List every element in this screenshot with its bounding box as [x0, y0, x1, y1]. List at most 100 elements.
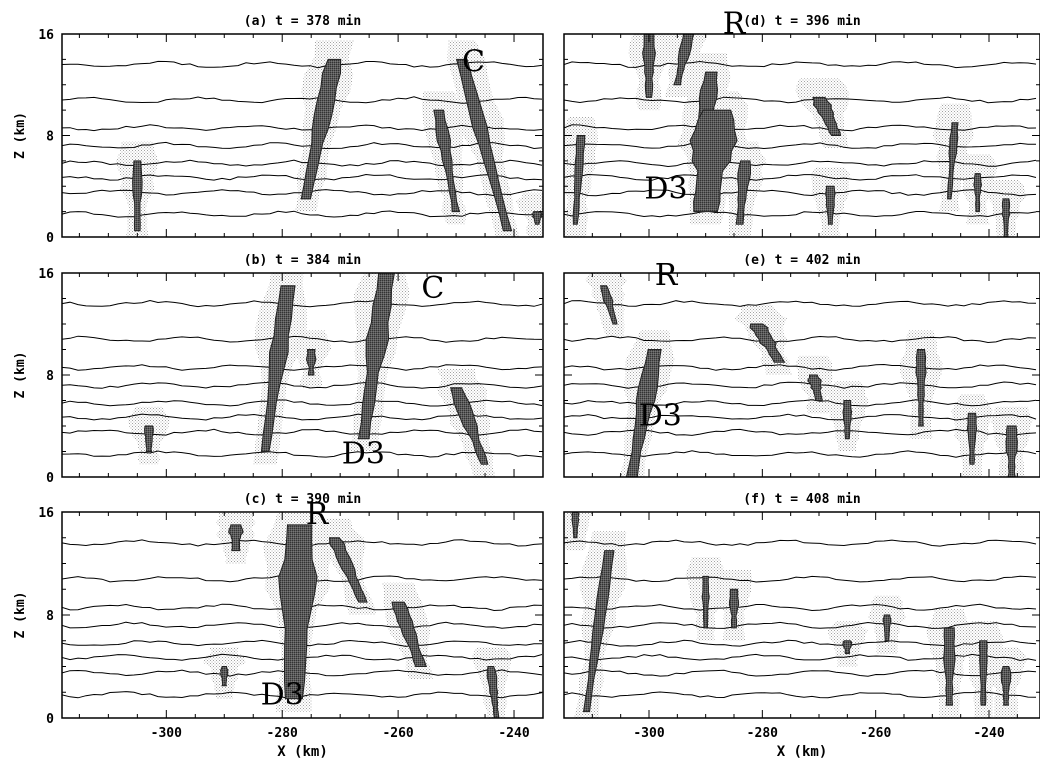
x-tick-label: -280 — [267, 726, 298, 741]
contour-line — [564, 603, 1037, 612]
contour-line — [564, 539, 1037, 547]
cloud-core — [842, 640, 853, 655]
cloud-core — [391, 601, 428, 667]
y-tick-label: 8 — [46, 130, 54, 145]
annotation-label: R — [306, 497, 330, 532]
panel-title: (d) t = 396 min — [743, 14, 860, 29]
cloud-core — [278, 524, 318, 700]
plot-area — [62, 512, 543, 718]
cloud-core — [978, 640, 988, 706]
cloud-core — [943, 627, 956, 706]
x-axis-label: X (km) — [277, 744, 328, 760]
cloud-core — [728, 588, 740, 629]
cloud-core — [825, 185, 836, 225]
panel-title: (a) t = 378 min — [244, 14, 361, 29]
contour-line — [62, 335, 543, 343]
cloud-core — [966, 412, 978, 465]
contour-line — [62, 141, 543, 150]
contour-line — [564, 159, 1037, 168]
x-tick-label: -240 — [498, 726, 529, 741]
contour-line — [564, 363, 1037, 371]
cloud-core — [689, 109, 738, 213]
x-tick-label: -300 — [151, 726, 182, 741]
cloud-core — [882, 614, 892, 642]
y-tick-label: 8 — [46, 369, 54, 384]
annotation-label: D3 — [639, 398, 682, 433]
contour-line — [564, 653, 1037, 662]
annotation-label: D3 — [261, 677, 304, 712]
panel-b: (b) t = 384 min 0 8 16 Z (km) C D3 — [13, 253, 544, 486]
cloud-core — [571, 512, 580, 539]
cloud-core — [531, 211, 543, 225]
cloud-core — [486, 666, 500, 718]
cloud-core — [701, 575, 710, 629]
panel-a: (a) t = 378 min 0 8 16 Z (km) C — [13, 14, 544, 246]
cloud-core — [812, 96, 842, 136]
contour-line — [564, 691, 1037, 699]
cloud-core — [455, 58, 513, 232]
light-region — [564, 512, 594, 551]
y-axis-label: Z (km) — [13, 112, 28, 159]
cloud-core — [1000, 666, 1012, 706]
cloud-core — [300, 58, 342, 200]
cloud-core — [1005, 425, 1018, 477]
cloud-core — [144, 425, 154, 452]
contour-line — [564, 575, 1037, 583]
y-tick-label: 0 — [46, 712, 54, 727]
plot-area — [564, 512, 1037, 718]
panel-title: (c) t = 390 min — [244, 492, 361, 507]
cloud-core — [915, 349, 927, 427]
y-tick-label: 16 — [38, 506, 54, 521]
cloud-core — [450, 387, 489, 465]
cloud-core — [305, 349, 317, 376]
annotation-label: D3 — [342, 437, 385, 472]
contour-line — [62, 299, 543, 308]
contour-line — [564, 669, 1037, 677]
annotation-label: R — [723, 6, 747, 41]
contour-line — [564, 96, 1037, 104]
panel-frame — [563, 511, 1040, 719]
x-tick-label: -300 — [633, 726, 664, 741]
contour-line — [62, 210, 543, 218]
cloud-core — [433, 109, 461, 213]
cloud-core — [749, 323, 786, 363]
x-tick-label: -260 — [382, 726, 413, 741]
cloud-core — [219, 666, 229, 687]
contour-line — [564, 621, 1037, 629]
contour-line — [62, 450, 543, 458]
panel-c: (c) t = 390 min 0 8 16 -300 -280 -260 -240 Z (km… — [13, 492, 544, 760]
cloud-core — [228, 524, 244, 552]
cloud-core — [673, 34, 695, 86]
x-tick-label: -240 — [973, 726, 1004, 741]
panel-title: (b) t = 384 min — [244, 253, 361, 268]
panel-title: (f) t = 408 min — [743, 492, 860, 507]
cloud-core — [642, 34, 656, 98]
contour-line — [62, 364, 543, 371]
plot-area — [564, 34, 1037, 237]
contour-line — [62, 124, 543, 132]
contour-line — [564, 300, 1037, 307]
contour-line — [62, 428, 543, 436]
plot-area — [62, 273, 543, 477]
contour-line — [564, 210, 1037, 218]
cloud-core — [735, 160, 751, 225]
contour-line — [564, 335, 1037, 344]
cloud-core — [947, 122, 959, 200]
contour-line — [564, 639, 1037, 647]
cloud-core — [600, 285, 618, 325]
contour-line — [62, 159, 543, 167]
y-tick-label: 16 — [38, 28, 54, 43]
contour-line — [564, 173, 1037, 181]
annotation-label: C — [421, 271, 444, 306]
panel-e: (e) t = 402 min R D3 — [563, 253, 1040, 478]
x-axis-label: X (km) — [777, 744, 828, 760]
cloud-core — [572, 135, 586, 225]
panel-title: (e) t = 402 min — [743, 253, 860, 268]
contour-line — [564, 189, 1037, 197]
contour-line — [564, 450, 1037, 458]
y-axis-label: Z (km) — [13, 592, 28, 639]
plot-area — [62, 40, 543, 237]
y-axis-label: Z (km) — [13, 352, 28, 399]
